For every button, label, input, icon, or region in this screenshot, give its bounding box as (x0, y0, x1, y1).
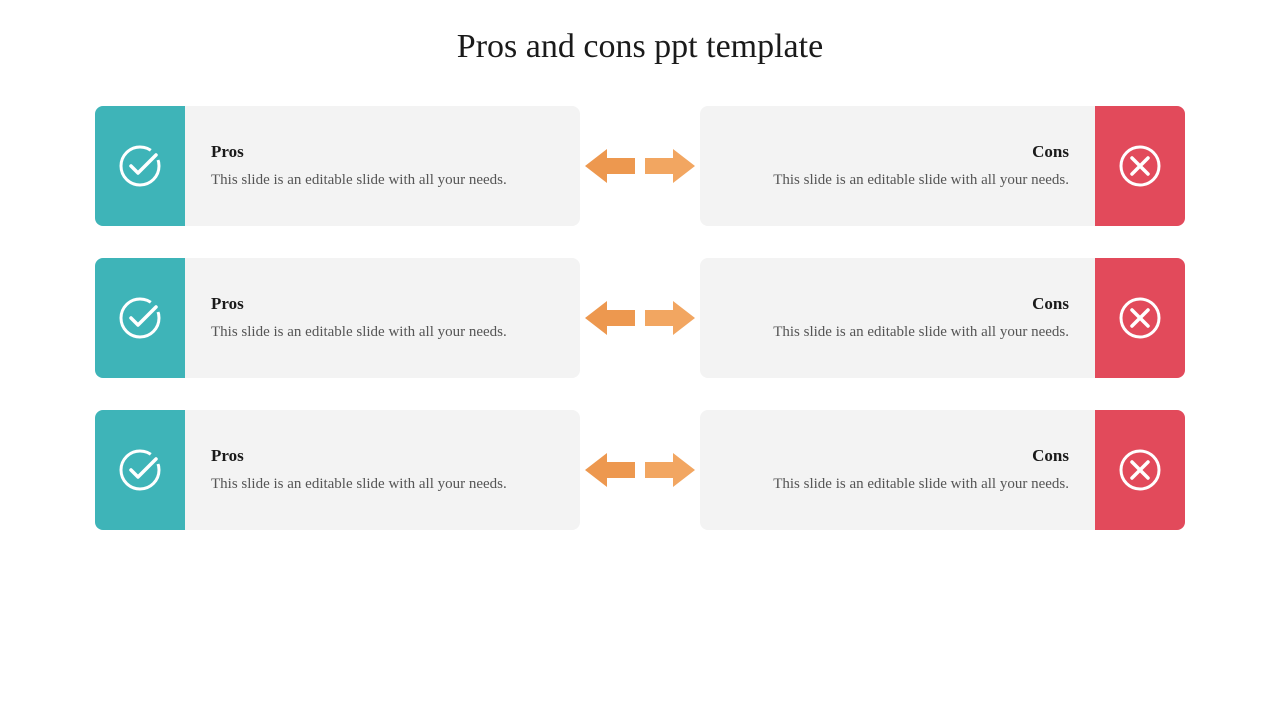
cons-title: Cons (726, 142, 1069, 162)
pros-icon-box (95, 258, 185, 378)
pros-icon-box (95, 410, 185, 530)
double-arrow-icon (585, 293, 695, 343)
comparison-row: Pros This slide is an editable slide wit… (95, 106, 1185, 226)
cons-card: Cons This slide is an editable slide wit… (700, 258, 1185, 378)
arrow-wrap (580, 445, 700, 495)
pros-card: Pros This slide is an editable slide wit… (95, 410, 580, 530)
arrow-wrap (580, 141, 700, 191)
pros-icon-box (95, 106, 185, 226)
checkmark-circle-icon (118, 296, 162, 340)
checkmark-circle-icon (118, 448, 162, 492)
pros-content: Pros This slide is an editable slide wit… (185, 410, 580, 530)
x-circle-icon (1118, 296, 1162, 340)
cons-icon-box (1095, 106, 1185, 226)
double-arrow-icon (585, 445, 695, 495)
pros-content: Pros This slide is an editable slide wit… (185, 258, 580, 378)
cons-content: Cons This slide is an editable slide wit… (700, 410, 1095, 530)
pros-content: Pros This slide is an editable slide wit… (185, 106, 580, 226)
comparison-row: Pros This slide is an editable slide wit… (95, 258, 1185, 378)
pros-desc: This slide is an editable slide with all… (211, 322, 554, 343)
cons-desc: This slide is an editable slide with all… (726, 474, 1069, 495)
pros-card: Pros This slide is an editable slide wit… (95, 258, 580, 378)
cons-card: Cons This slide is an editable slide wit… (700, 106, 1185, 226)
pros-desc: This slide is an editable slide with all… (211, 170, 554, 191)
pros-desc: This slide is an editable slide with all… (211, 474, 554, 495)
cons-desc: This slide is an editable slide with all… (726, 322, 1069, 343)
cons-icon-box (1095, 258, 1185, 378)
cons-icon-box (1095, 410, 1185, 530)
cons-content: Cons This slide is an editable slide wit… (700, 106, 1095, 226)
rows-container: Pros This slide is an editable slide wit… (0, 106, 1280, 530)
cons-desc: This slide is an editable slide with all… (726, 170, 1069, 191)
cons-title: Cons (726, 446, 1069, 466)
x-circle-icon (1118, 144, 1162, 188)
double-arrow-icon (585, 141, 695, 191)
pros-card: Pros This slide is an editable slide wit… (95, 106, 580, 226)
pros-title: Pros (211, 142, 554, 162)
arrow-wrap (580, 293, 700, 343)
comparison-row: Pros This slide is an editable slide wit… (95, 410, 1185, 530)
cons-content: Cons This slide is an editable slide wit… (700, 258, 1095, 378)
cons-title: Cons (726, 294, 1069, 314)
pros-title: Pros (211, 446, 554, 466)
checkmark-circle-icon (118, 144, 162, 188)
pros-title: Pros (211, 294, 554, 314)
slide-title: Pros and cons ppt template (0, 0, 1280, 106)
x-circle-icon (1118, 448, 1162, 492)
cons-card: Cons This slide is an editable slide wit… (700, 410, 1185, 530)
